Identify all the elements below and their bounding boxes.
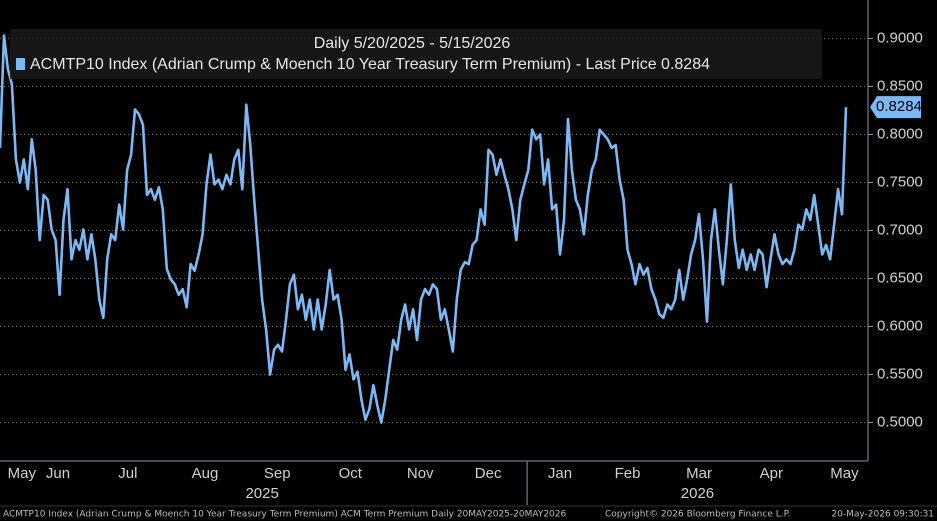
x-tick-label: May	[8, 465, 37, 482]
year-label: 2025	[245, 485, 278, 502]
x-tick-label: Aug	[192, 465, 219, 482]
y-tick-label: 0.5500	[877, 366, 923, 383]
x-tick-label: Apr	[760, 465, 783, 482]
x-tick-label: Jul	[118, 465, 137, 482]
last-price-tag	[870, 96, 921, 119]
x-tick-label: Mar	[686, 465, 712, 482]
x-tick-label: May	[830, 465, 859, 482]
y-tick-label: 0.7500	[877, 173, 923, 190]
series-line	[0, 34, 848, 424]
x-tick-label: Feb	[615, 465, 641, 482]
x-tick-label: Sep	[264, 465, 291, 482]
x-tick-label: Jun	[46, 465, 70, 482]
y-tick-label: 0.9000	[877, 29, 923, 46]
year-label: 2026	[681, 485, 714, 502]
y-tick-label: 0.8500	[877, 77, 923, 94]
footer-right: 20-May-2026 09:30:31	[831, 510, 934, 520]
footer-center: Copyright© 2026 Bloomberg Finance L.P.	[605, 510, 790, 520]
legend-entry: ACMTP10 Index (Adrian Crump & Moench 10 …	[30, 56, 710, 73]
subtitle: Daily 5/20/2025 - 5/15/2026	[314, 35, 511, 52]
x-tick-label: Nov	[407, 465, 434, 482]
x-tick-label: Dec	[475, 465, 502, 482]
y-tick-label: 0.8000	[877, 125, 923, 142]
plot-area	[0, 34, 848, 424]
y-tick-label: 0.5000	[877, 414, 923, 431]
y-tick-label: 0.6500	[877, 269, 923, 286]
last-price-label: 0.8284	[876, 98, 922, 115]
x-tick-label: Oct	[339, 465, 363, 482]
y-tick-label: 0.7000	[877, 221, 923, 238]
footer-left: ACMTP10 Index (Adrian Crump & Moench 10 …	[3, 510, 566, 520]
legend-box	[10, 29, 822, 79]
y-tick-label: 0.6000	[877, 318, 923, 335]
legend-swatch	[16, 58, 25, 70]
x-tick-label: Jan	[548, 465, 572, 482]
